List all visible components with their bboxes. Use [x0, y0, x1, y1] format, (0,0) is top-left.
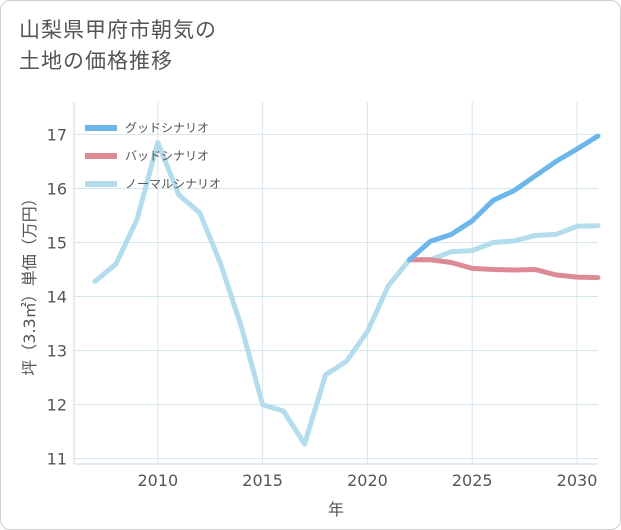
legend-label: ノーマルシナリオ [125, 177, 221, 191]
grid [73, 102, 598, 465]
y-tick-label: 13 [47, 342, 67, 361]
y-tick-label: 15 [47, 233, 67, 252]
y-tick-label: 14 [47, 288, 67, 307]
chart-title: 山梨県甲府市朝気の 土地の価格推移 [19, 15, 399, 77]
chart-title-line-2: 土地の価格推移 [19, 49, 173, 73]
x-tick-label: 2015 [242, 471, 283, 490]
x-tick-label: 2030 [557, 471, 598, 490]
legend-label: バッドシナリオ [125, 149, 209, 163]
series-line-2 [92, 140, 601, 447]
x-axis-title: 年 [328, 500, 344, 519]
series-lines [92, 133, 601, 447]
y-tick-label: 17 [47, 125, 67, 144]
y-tick-label: 11 [47, 450, 67, 469]
x-tick-label: 2025 [452, 471, 493, 490]
y-tick-label: 16 [47, 179, 67, 198]
x-tick-label: 2010 [137, 471, 178, 490]
y-tick-label: 12 [47, 396, 67, 415]
series-line-1 [406, 257, 601, 281]
legend-label: グッドシナリオ [125, 121, 209, 135]
tick-labels: 2010 2015 2020 2025 2030 11 12 13 14 15 16 17 [47, 125, 598, 490]
y-axis-title: 坪（3.3㎡）単価（万円） [20, 190, 39, 375]
series-line-0 [406, 133, 601, 263]
x-tick-label: 2020 [347, 471, 388, 490]
chart-title-line-1: 山梨県甲府市朝気の [19, 18, 217, 42]
